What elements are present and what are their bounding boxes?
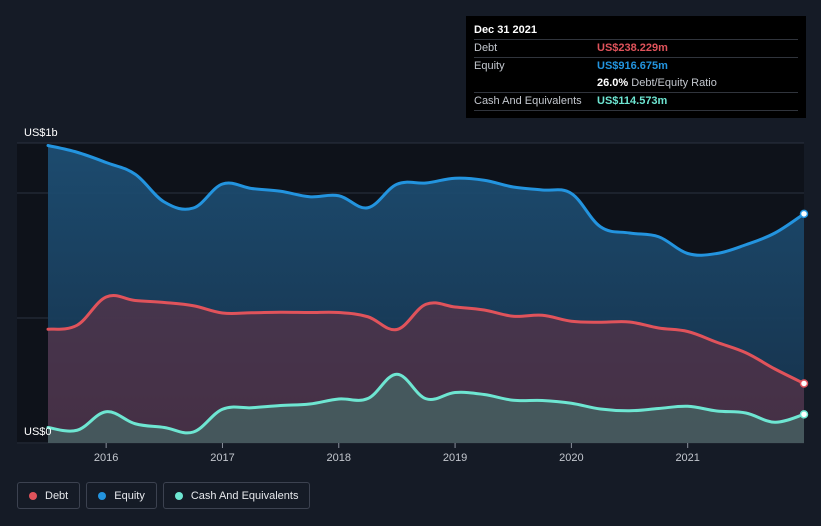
tooltip-row-debt: Debt US$238.229m — [474, 39, 798, 57]
tooltip-debt-value: US$238.229m — [597, 42, 668, 54]
x-axis-ticks: 2016 2017 2018 2019 2020 2021 — [94, 443, 700, 464]
series-areas — [48, 145, 804, 443]
legend-label-equity: Equity — [114, 489, 145, 502]
tooltip-debt-label: Debt — [474, 42, 498, 54]
legend-item-cash[interactable]: Cash And Equivalents — [162, 482, 311, 509]
tooltip-row-equity: Equity US$916.675m — [474, 57, 798, 75]
tooltip-ratio-value: 26.0% — [597, 77, 629, 89]
tooltip-equity-label: Equity — [474, 60, 505, 72]
x-tick-label-2017: 2017 — [210, 452, 234, 464]
line-equity — [46, 144, 806, 257]
tooltip-date: Dec 31 2021 — [474, 24, 537, 36]
legend-item-equity[interactable]: Equity — [86, 482, 157, 509]
tooltip-row-ratio: 26.0% Debt/Equity Ratio — [474, 75, 798, 92]
tooltip-row-cash: Cash And Equivalents US$114.573m — [474, 92, 798, 111]
tooltip-cash-value: US$114.573m — [597, 95, 668, 107]
legend-dot-equity — [98, 491, 107, 500]
legend-item-debt[interactable]: Debt — [17, 482, 81, 509]
endpoint-equity — [799, 209, 809, 219]
tooltip-ratio-label: Debt/Equity Ratio — [631, 77, 717, 89]
x-tick-label-2018: 2018 — [327, 452, 351, 464]
legend-dot-cash — [174, 491, 183, 500]
tooltip-ratio-spacer — [474, 75, 597, 92]
legend: Debt Equity Cash And Equivalents — [17, 482, 311, 509]
series-lines — [46, 144, 806, 435]
tooltip-panel: Dec 31 2021 Debt US$238.229m Equity US$9… — [466, 16, 806, 118]
legend-label-debt: Debt — [45, 489, 69, 502]
series-endpoints — [799, 209, 809, 419]
area-cash-and-equivalents — [48, 374, 804, 443]
x-tick-label-2016: 2016 — [94, 452, 118, 464]
endpoint-debt — [799, 379, 809, 388]
legend-label-cash: Cash And Equivalents — [190, 489, 299, 502]
endpoint-cash-and-equivalents — [799, 410, 809, 419]
x-tick-label-2019: 2019 — [443, 452, 467, 464]
tooltip-equity-value: US$916.675m — [597, 60, 668, 72]
x-tick-label-2020: 2020 — [559, 452, 583, 464]
y-tick-label-top: US$1b — [24, 127, 58, 139]
y-tick-label-bottom: US$0 — [24, 426, 52, 438]
line-cash-and-equivalents — [46, 372, 806, 435]
legend-dot-debt — [29, 491, 37, 500]
line-debt — [46, 294, 806, 385]
tooltip-cash-label: Cash And Equivalents — [474, 95, 582, 107]
x-tick-label-2021: 2021 — [675, 452, 699, 464]
